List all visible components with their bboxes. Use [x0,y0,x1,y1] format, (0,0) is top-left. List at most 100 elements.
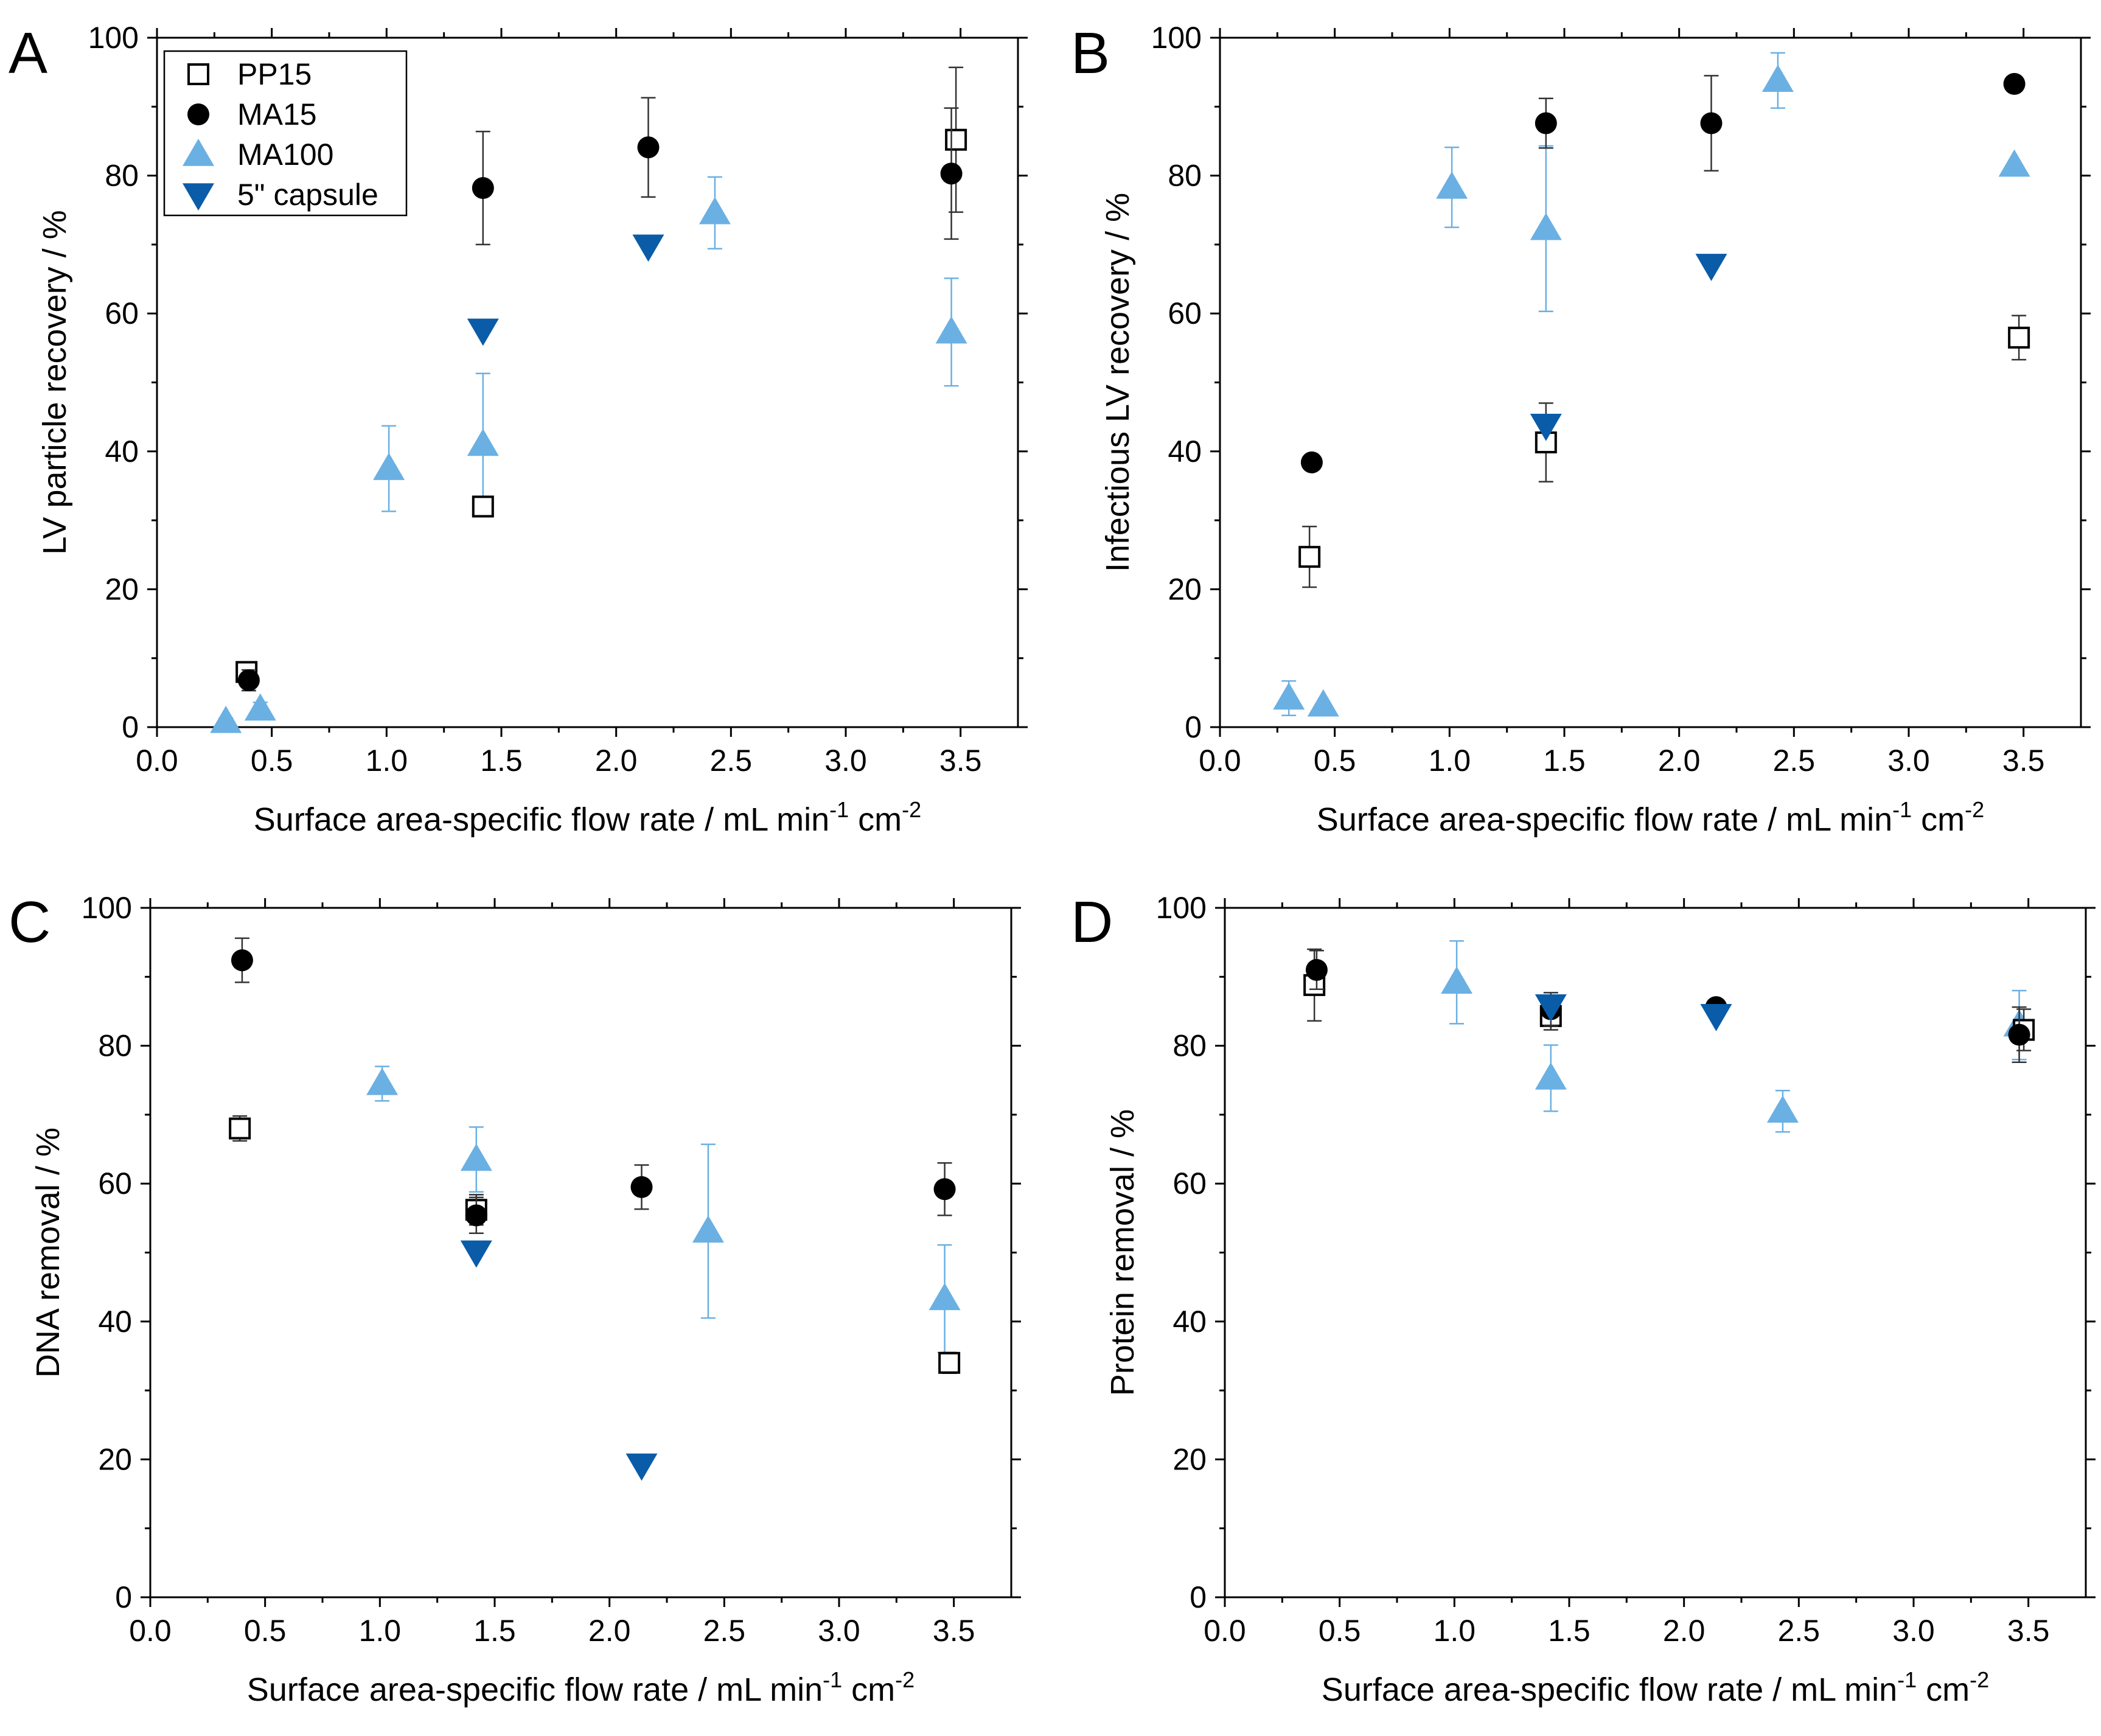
x-tick-label: 2.5 [1773,744,1816,778]
x-tick-label: 1.0 [1429,744,1471,778]
series-capsule [1535,994,1732,1031]
x-tick-label: 0.5 [1319,1614,1361,1648]
series-capsule [467,234,664,346]
y-tick-label: 40 [105,434,139,469]
y-tick-label: 80 [1168,159,1202,193]
series-capsule [1530,254,1727,441]
marker-ma15 [940,162,963,185]
marker-ma15 [630,1176,653,1198]
x-tick-label: 0.0 [1204,1614,1246,1648]
marker-capsule [1695,254,1727,281]
x-tick-label: 3.0 [1887,744,1930,778]
series-ma15 [237,97,963,692]
y-tick-label: 80 [98,1029,132,1063]
marker-ma100 [1307,689,1339,717]
plot-frame [1224,907,2087,1598]
x-tick-label: 3.0 [1892,1614,1935,1648]
y-tick-label: 60 [1172,1166,1207,1201]
x-tick-label: 2.0 [588,1614,631,1648]
marker-ma100 [460,1143,492,1171]
series-pp15 [1298,315,2030,588]
marker-ma100 [366,1067,399,1095]
legend-entry-ma100: MA100 [237,138,333,172]
x-tick-label: 1.5 [1543,744,1586,778]
x-axis-label: Surface area-specific flow rate / mL min… [1317,797,1984,838]
x-tick-label: 0.0 [129,1614,172,1648]
marker-capsule [460,1240,492,1268]
marker-ma15 [1305,958,1328,981]
x-tick-label: 1.0 [359,1614,402,1648]
series-pp15 [1303,948,2035,1051]
y-tick-label: 60 [98,1166,132,1201]
marker-ma100 [210,705,242,733]
marker-ma100 [1998,149,2030,177]
legend-entry-ma15: MA15 [237,97,317,131]
y-tick-label: 20 [105,572,139,606]
x-tick-label: 1.5 [480,744,523,778]
marker-pp15 [1298,546,1321,568]
marker-ma15 [231,949,253,972]
y-axis-label: Protein removal / % [1104,1109,1141,1396]
marker-ma15 [2003,72,2026,95]
x-tick-label: 3.5 [2002,744,2045,778]
y-tick-label: 100 [1151,21,1202,55]
marker-ma15 [933,1178,956,1201]
panel-letter: A [9,21,47,86]
x-tick-label: 2.5 [703,1614,746,1648]
marker-ma100 [1535,1062,1567,1090]
y-tick-label: 100 [1156,891,1207,925]
marker-pp15 [945,128,967,151]
series-ma100 [1441,940,2035,1133]
x-axis-label: Surface area-specific flow rate / mL min… [247,1667,915,1708]
panel-a: A 0.0 0.5 1.0 1.5 2.0 2.5 3.0 3.5 0 20 40 60 80 100 Sur… [9,21,1028,838]
marker-ma100 [244,693,276,721]
marker-capsule [183,183,214,211]
series-ma100 [210,176,967,733]
x-tick-label: 2.5 [1778,1614,1821,1648]
marker-capsule [1530,414,1562,441]
legend: PP15 MA15 MA100 5" capsule [163,50,408,217]
marker-ma100 [935,316,967,344]
y-tick-label: 0 [1185,710,1202,744]
y-tick-label: 60 [1168,296,1202,330]
y-tick-label: 20 [98,1442,132,1476]
y-axis-label: LV particle recovery / % [37,210,73,554]
plot-frame [1219,37,2082,728]
series-ma15 [1300,72,2026,473]
panel-c: C 0.0 0.5 1.0 1.5 2.0 2.5 3.0 3.5 0 20 40 60 80 100 Sur… [9,890,1021,1708]
y-axis-label: Infectious LV recovery / % [1099,193,1136,572]
marker-ma100 [183,139,214,166]
x-tick-label: 3.5 [2007,1614,2050,1648]
x-tick-label: 3.5 [939,744,982,778]
x-tick-label: 0.0 [136,744,178,778]
plot-frame [149,907,1012,1598]
marker-ma100 [1273,682,1305,710]
marker-pp15 [229,1117,251,1140]
x-tick-label: 2.5 [710,744,753,778]
x-tick-label: 2.0 [595,744,638,778]
x-tick-label: 0.0 [1199,744,1241,778]
y-tick-label: 0 [115,1580,132,1614]
y-tick-label: 40 [1172,1305,1207,1339]
marker-capsule [625,1453,658,1481]
legend-entry-capsule: 5" capsule [237,178,378,212]
marker-ma100 [1530,212,1562,240]
y-tick-label: 60 [105,296,139,330]
marker-ma100 [467,428,499,456]
marker-ma100 [1436,171,1468,199]
series-pp15 [229,1115,961,1375]
x-tick-label: 0.5 [251,744,293,778]
marker-ma100 [699,197,731,225]
marker-ma15 [1300,451,1323,473]
marker-ma15 [465,1204,487,1227]
series-capsule [460,1240,658,1481]
x-tick-label: 1.0 [1434,1614,1476,1648]
y-tick-label: 100 [82,891,132,925]
y-tick-label: 20 [1172,1442,1207,1476]
x-tick-label: 3.0 [818,1614,860,1648]
marker-pp15 [938,1351,961,1374]
x-axis-label: Surface area-specific flow rate / mL min… [1322,1667,1989,1708]
marker-ma15 [187,103,209,125]
panel-b: B 0.0 0.5 1.0 1.5 2.0 2.5 3.0 3.5 0 20 40 60 80 100 Sur… [1071,21,2091,838]
